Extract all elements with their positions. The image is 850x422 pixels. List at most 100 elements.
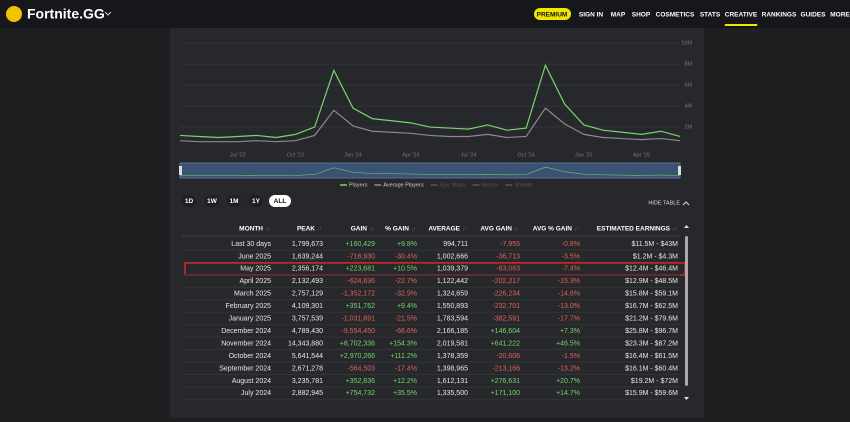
table-cell: -624,636 bbox=[347, 278, 375, 285]
table-cell: -22.7% bbox=[395, 278, 417, 285]
nav-item[interactable]: MAP bbox=[611, 12, 626, 19]
range-button[interactable] bbox=[182, 195, 196, 207]
table-cell: -21.5% bbox=[395, 316, 417, 323]
table-cell: 1,002,666 bbox=[437, 253, 468, 260]
scrollbar-thumb[interactable] bbox=[685, 236, 688, 386]
table-cell: April 2025 bbox=[239, 278, 271, 285]
table-cell: September 2024 bbox=[219, 365, 271, 372]
premium-badge[interactable] bbox=[534, 8, 571, 20]
table-cell: $12.9M - $48.5M bbox=[625, 278, 678, 285]
table-cell: 3,757,539 bbox=[292, 316, 323, 323]
table-cell: -1,352,172 bbox=[342, 291, 376, 298]
sort-icon: ↓↑ bbox=[369, 226, 374, 232]
table-cell: August 2024 bbox=[232, 378, 271, 385]
range-button-label[interactable]: ALL bbox=[274, 198, 287, 205]
range-button-label[interactable]: 1Y bbox=[252, 198, 261, 205]
hide-table-caret[interactable] bbox=[682, 201, 690, 206]
column-header[interactable]: AVG % GAIN bbox=[533, 226, 573, 233]
nav-item[interactable]: PREMIUM bbox=[537, 12, 568, 19]
table-cell: -7,955 bbox=[500, 241, 520, 248]
range-button-label[interactable]: 1W bbox=[207, 198, 218, 205]
column-header[interactable]: AVERAGE bbox=[428, 226, 460, 233]
table-cell: -14.6% bbox=[558, 291, 580, 298]
table-cell: -716,930 bbox=[347, 253, 375, 260]
brand[interactable]: Fortnite.GG bbox=[27, 6, 105, 22]
table-cell: +2,970,266 bbox=[340, 353, 375, 360]
scroll-down[interactable] bbox=[684, 397, 689, 400]
nav-item[interactable]: GUIDES bbox=[801, 12, 827, 19]
table-cell: -83,063 bbox=[496, 266, 520, 273]
table-cell: Last 30 days bbox=[231, 241, 271, 248]
table-cell: -13.0% bbox=[558, 303, 580, 310]
table-cell: +9.8% bbox=[397, 241, 417, 248]
hide-table[interactable]: HIDE TABLE bbox=[648, 200, 680, 206]
navigator-handle[interactable] bbox=[179, 166, 182, 175]
legend-label-inactive[interactable]: Roblox bbox=[481, 182, 498, 188]
legend-label[interactable]: Players bbox=[349, 182, 368, 188]
navigator-handle[interactable] bbox=[678, 166, 681, 175]
table-cell: 2,019,581 bbox=[437, 340, 468, 347]
table-cell: 1,612,131 bbox=[437, 378, 468, 385]
column-header[interactable]: PEAK bbox=[297, 226, 315, 233]
table-cell: $16.1M - $60.4M bbox=[625, 365, 678, 372]
table-cell: -1.5% bbox=[562, 353, 580, 360]
brand-caret[interactable] bbox=[104, 11, 112, 16]
table-cell: -15.3% bbox=[558, 278, 580, 285]
range-button-label[interactable]: 1M bbox=[229, 198, 238, 205]
table-cell: +276,631 bbox=[491, 378, 520, 385]
x-tick-label: Jan '25 bbox=[575, 152, 593, 158]
column-header[interactable]: % GAIN bbox=[385, 226, 409, 233]
column-header[interactable]: GAIN bbox=[351, 226, 368, 233]
x-tick-label: Jul '24 bbox=[461, 152, 477, 158]
table-cell: -1,031,891 bbox=[342, 316, 376, 323]
column-header[interactable]: MONTH bbox=[239, 226, 263, 233]
table-cell: 2,671,278 bbox=[292, 365, 323, 372]
table-cell: -202,217 bbox=[492, 278, 520, 285]
y-tick-label: 2M bbox=[684, 124, 692, 130]
column-header[interactable]: AVG GAIN bbox=[480, 226, 512, 233]
nav-item[interactable]: SIGN IN bbox=[579, 12, 604, 19]
nav-item[interactable]: MORE bbox=[830, 12, 850, 19]
sort-icon: ↓↑ bbox=[672, 226, 677, 232]
sort-icon: ↓↑ bbox=[411, 226, 416, 232]
nav-item[interactable]: COSMETICS bbox=[656, 12, 695, 19]
sort-icon: ↓↑ bbox=[514, 226, 519, 232]
legend-label-inactive[interactable]: Epic Maps bbox=[440, 182, 466, 188]
nav-item[interactable]: CREATIVE bbox=[725, 12, 758, 19]
sort-icon: ↓↑ bbox=[574, 226, 579, 232]
table-cell: July 2024 bbox=[241, 390, 271, 397]
navigator-line bbox=[179, 166, 681, 177]
table-cell: +20.7% bbox=[556, 378, 580, 385]
table-cell: +111.2% bbox=[390, 353, 417, 360]
table-cell: February 2025 bbox=[225, 303, 271, 310]
table-cell: -226,234 bbox=[492, 291, 520, 298]
logo-icon[interactable] bbox=[6, 6, 22, 22]
nav-item[interactable]: RANKINGS bbox=[762, 12, 797, 19]
table-cell: -7.4% bbox=[562, 266, 580, 273]
column-header[interactable]: ESTIMATED EARNINGS bbox=[597, 226, 671, 233]
range-button[interactable] bbox=[227, 195, 241, 207]
nav-item[interactable]: SHOP bbox=[632, 12, 651, 19]
sort-icon: ↓↑ bbox=[317, 226, 322, 232]
range-button-label[interactable]: 1D bbox=[185, 198, 194, 205]
scroll-up[interactable] bbox=[684, 225, 689, 228]
legend-label[interactable]: Average Players bbox=[383, 182, 424, 188]
table-cell: $19.2M - $72M bbox=[631, 378, 678, 385]
table-cell: $15.9M - $59.6M bbox=[625, 390, 678, 397]
legend-label-inactive[interactable]: Stream bbox=[514, 182, 532, 188]
table-cell: +12.2% bbox=[393, 378, 417, 385]
nav-item[interactable]: STATS bbox=[700, 12, 721, 19]
table-cell: 1,799,673 bbox=[292, 241, 323, 248]
table-cell: 1,039,379 bbox=[437, 266, 468, 273]
table-cell: $23.3M - $87.2M bbox=[625, 340, 678, 347]
y-tick-label: 10M bbox=[681, 41, 692, 47]
range-button[interactable] bbox=[249, 195, 263, 207]
table-cell: -17.4% bbox=[395, 365, 417, 372]
table-cell: 2,757,129 bbox=[292, 291, 323, 298]
range-button[interactable] bbox=[205, 195, 219, 207]
table-cell: 4,109,301 bbox=[292, 303, 323, 310]
table-cell: -213,166 bbox=[492, 365, 520, 372]
table-cell: $12.4M - $46.4M bbox=[625, 266, 678, 273]
table-cell: 1,122,442 bbox=[437, 278, 468, 285]
range-button[interactable] bbox=[269, 195, 291, 207]
